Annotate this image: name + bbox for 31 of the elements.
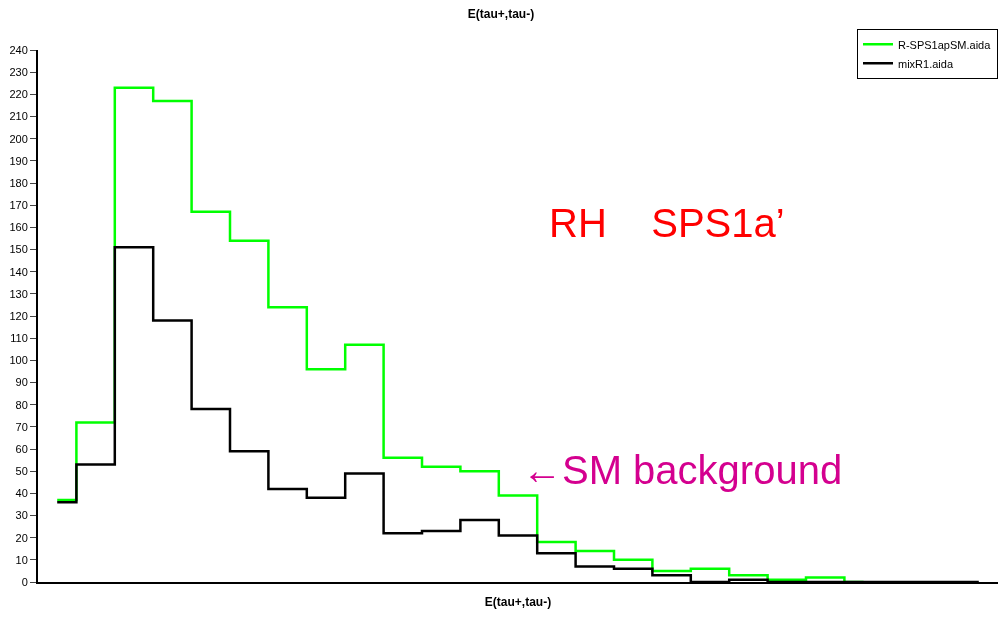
y-tick-label: 200 — [9, 132, 28, 145]
y-tick-label: 60 — [15, 442, 28, 455]
y-tick-label: 190 — [9, 154, 28, 167]
chart-title: E(tau+,tau-) — [467, 6, 535, 21]
y-tick-label: 50 — [15, 465, 28, 478]
x-axis-title: E(tau+,tau-) — [484, 595, 552, 610]
y-tick-label: 40 — [15, 487, 28, 500]
y-tick-label: 10 — [15, 553, 28, 566]
annotation: ←SM background — [522, 448, 843, 492]
y-tick-label: 20 — [15, 531, 28, 544]
y-tick-label: 90 — [15, 376, 28, 389]
y-tick-label: 170 — [9, 199, 28, 212]
annotation: RH SPS1a’ — [549, 201, 785, 245]
y-tick-label: 180 — [9, 176, 28, 189]
y-tick-label: 100 — [9, 354, 28, 367]
y-tick-label: 210 — [9, 110, 28, 123]
y-tick-label: 30 — [15, 509, 28, 522]
y-tick-label: 220 — [9, 88, 28, 101]
y-tick-label: 140 — [9, 265, 28, 278]
y-tick-label: 120 — [9, 309, 28, 322]
legend-label: mixR1.aida — [898, 57, 954, 70]
y-tick-label: 150 — [9, 243, 28, 256]
y-tick-label: 0 — [21, 575, 28, 588]
y-tick-label: 130 — [9, 287, 28, 300]
y-tick-label: 80 — [15, 398, 28, 411]
y-tick-label: 110 — [10, 332, 28, 345]
y-tick-label: 230 — [9, 66, 28, 79]
y-tick-label: 240 — [9, 43, 28, 56]
y-tick-label: 70 — [15, 420, 28, 433]
legend-label: R-SPS1apSM.aida — [898, 38, 992, 51]
y-tick-label: 160 — [9, 221, 28, 234]
